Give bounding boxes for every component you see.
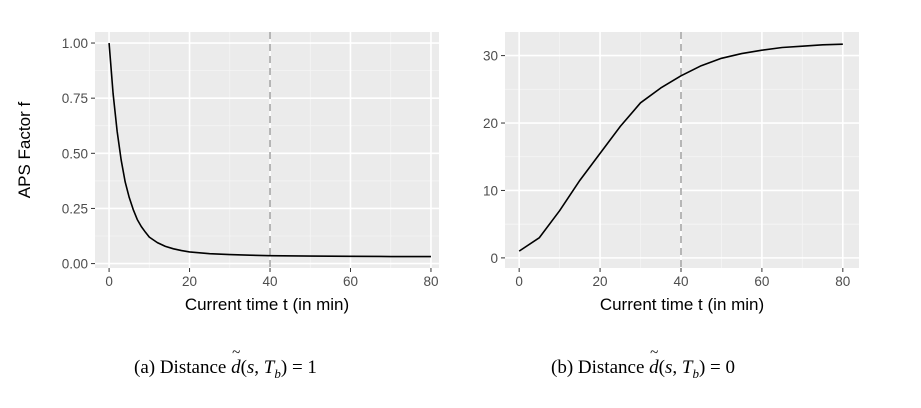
chart-a-y-axis-title: APS Factor f bbox=[15, 102, 34, 199]
chart-b-y-tick-label-3: 30 bbox=[483, 49, 498, 64]
caption-b-comma: , bbox=[672, 357, 682, 378]
caption-b-close: ) bbox=[698, 357, 706, 378]
chart-b-y-axis-title: APS Factor f bbox=[440, 102, 444, 199]
chart-a-y-tick-label-3: 0.75 bbox=[62, 91, 88, 106]
caption-b-open: ( bbox=[658, 357, 665, 378]
chart-b-y-tick-label-2: 20 bbox=[483, 116, 498, 131]
caption-a-s: s bbox=[246, 357, 255, 378]
chart-b-series-line-0 bbox=[518, 43, 843, 252]
caption-a-open: ( bbox=[240, 357, 247, 378]
caption-b: (b) Distance d(s, Tb) = 0 bbox=[551, 345, 735, 381]
chart-a-x-tick-label-1: 20 bbox=[182, 274, 197, 289]
caption-a-comma: , bbox=[254, 357, 264, 378]
chart-b-x-tick-label-3: 60 bbox=[754, 274, 769, 289]
chart-b: 0 20 40 60 80 0 10 20 30 Current time t (in min) A… bbox=[440, 32, 859, 314]
chart-b-panel bbox=[505, 32, 859, 268]
caption-a: (a) Distance d(s, Tb) = 1 bbox=[134, 345, 317, 381]
chart-a-panel bbox=[95, 32, 439, 268]
chart-b-y-tick-label-0: 0 bbox=[490, 251, 498, 266]
chart-a-y-tick-label-2: 0.50 bbox=[62, 146, 88, 161]
chart-b-x-axis-title: Current time t (in min) bbox=[600, 295, 764, 314]
caption-b-T: T bbox=[681, 357, 693, 378]
caption-b-prefix: (b) Distance bbox=[551, 357, 645, 378]
caption-b-eq: = 0 bbox=[710, 357, 735, 378]
chart-a-y-tick-label-0: 0.00 bbox=[62, 257, 88, 272]
chart-a-y-tick-label-1: 0.25 bbox=[62, 201, 88, 216]
chart-a-y-tick-label-4: 1.00 bbox=[62, 36, 88, 51]
chart-a-x-tick-label-3: 60 bbox=[343, 274, 358, 289]
caption-a-b: b bbox=[274, 366, 281, 381]
chart-b-x-tick-label-1: 20 bbox=[593, 274, 608, 289]
caption-b-d: d bbox=[649, 345, 659, 379]
chart-a-series-line-0 bbox=[108, 42, 431, 258]
caption-b-s: s bbox=[664, 357, 673, 378]
chart-a-x-tick-label-4: 80 bbox=[423, 274, 438, 289]
caption-a-T: T bbox=[263, 357, 275, 378]
caption-a-d: d bbox=[231, 345, 241, 379]
caption-a-close: ) bbox=[280, 357, 288, 378]
chart-a: 0 20 40 60 80 0.00 0.25 0.50 0.75 1.00 Current tim… bbox=[15, 32, 439, 314]
chart-b-x-tick-label-0: 0 bbox=[515, 274, 523, 289]
caption-a-prefix: (a) Distance bbox=[134, 357, 227, 378]
chart-a-x-tick-label-0: 0 bbox=[105, 274, 113, 289]
chart-b-x-tick-label-4: 80 bbox=[835, 274, 850, 289]
chart-b-y-tick-label-1: 10 bbox=[483, 183, 498, 198]
caption-a-eq: = 1 bbox=[291, 357, 317, 378]
chart-b-x-tick-label-2: 40 bbox=[673, 274, 688, 289]
caption-b-b: b bbox=[692, 366, 699, 381]
chart-a-x-tick-label-2: 40 bbox=[263, 274, 278, 289]
chart-a-x-axis-title: Current time t (in min) bbox=[185, 295, 349, 314]
